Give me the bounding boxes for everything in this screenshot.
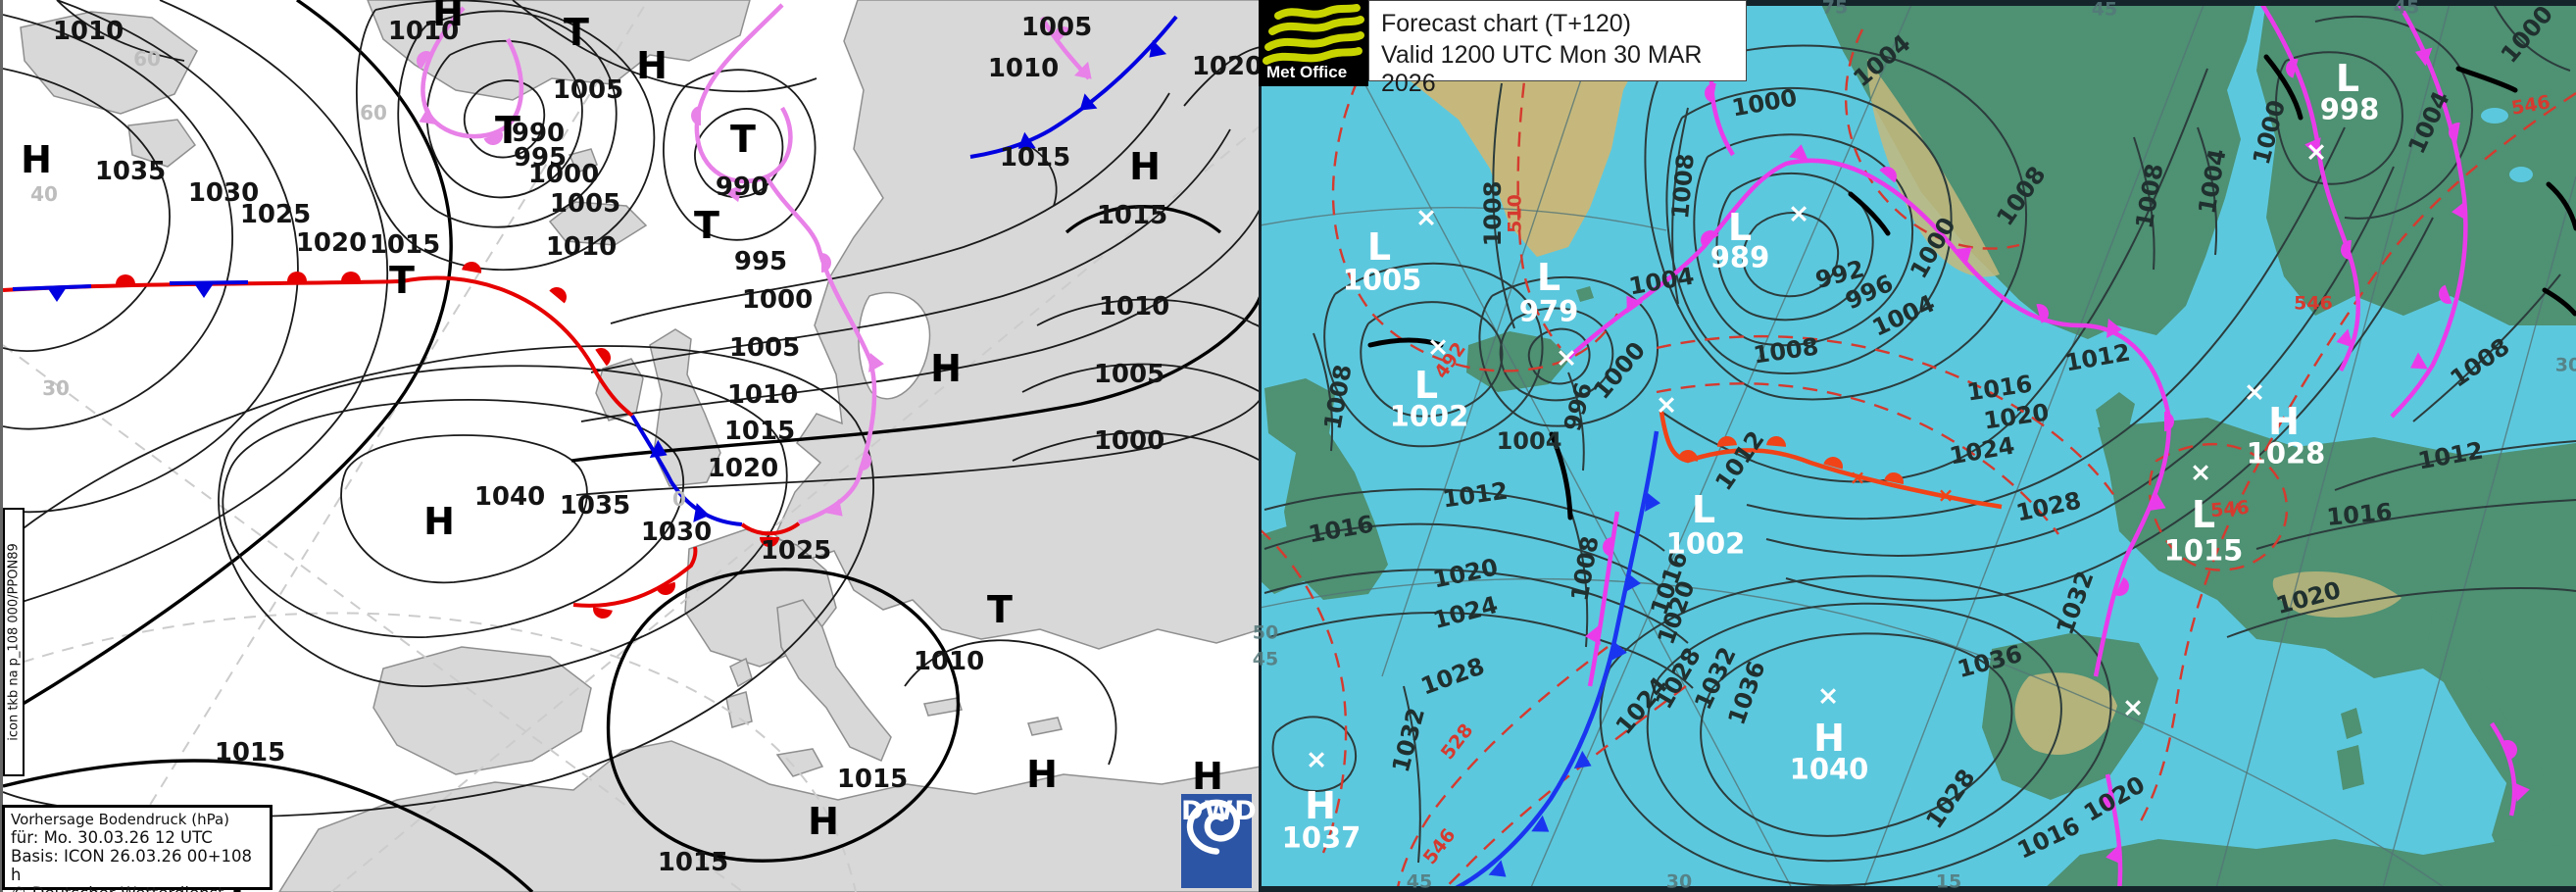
right-fronts <box>1447 0 2530 892</box>
dwd-chart-panel <box>0 0 1262 892</box>
trough-lines <box>1367 54 2576 520</box>
legend-valid-time: für: Mo. 30.03.26 12 UTC <box>11 828 213 847</box>
chart-title: Forecast chart (T+120) <box>1381 10 1631 37</box>
met-office-waves-icon <box>1263 4 1364 65</box>
legend-copyright: © Deutscher Wetterdienst <box>11 884 264 892</box>
legend-model-basis: Basis: ICON 26.03.26 00+108 h <box>11 847 253 884</box>
legend-box: Vorhersage Bodendruck (hPa) für: Mo. 30.… <box>2 805 272 892</box>
thickness-lines <box>1259 28 2576 892</box>
map-frame-bottom <box>1259 886 2576 892</box>
run-id-label: icon tkb na p_108 000/PPON89 <box>6 543 22 741</box>
right-land-shapes <box>1260 0 2576 892</box>
chart-valid-time: Valid 1200 UTC Mon 30 MAR 2026 <box>1381 41 1703 97</box>
left-land-shapes <box>20 0 1262 892</box>
dwd-map <box>3 0 1262 892</box>
run-id-box: icon tkb na p_108 000/PPON89 <box>3 508 25 776</box>
dwd-spiral-icon <box>1186 799 1240 855</box>
legend-title: Vorhersage Bodendruck (hPa) <box>11 811 230 828</box>
dwd-logo: DWD <box>1181 794 1257 888</box>
chart-header: Met Office Forecast chart (T+120) Valid … <box>1259 0 1747 97</box>
right-isobars <box>1263 0 2576 887</box>
met-office-logo: Met Office <box>1259 0 1368 86</box>
metoffice-chart-panel <box>1259 0 2576 892</box>
met-office-logo-text: Met Office <box>1266 63 1348 81</box>
left-fronts <box>3 3 1178 619</box>
panel-divider <box>1259 0 1262 892</box>
left-graticule <box>3 4 1262 892</box>
left-isobars <box>3 0 1262 892</box>
chart-title-box: Forecast chart (T+120) Valid 1200 UTC Mo… <box>1368 0 1747 97</box>
metoffice-map <box>1259 0 2576 892</box>
map-frame-top <box>1259 0 2576 6</box>
